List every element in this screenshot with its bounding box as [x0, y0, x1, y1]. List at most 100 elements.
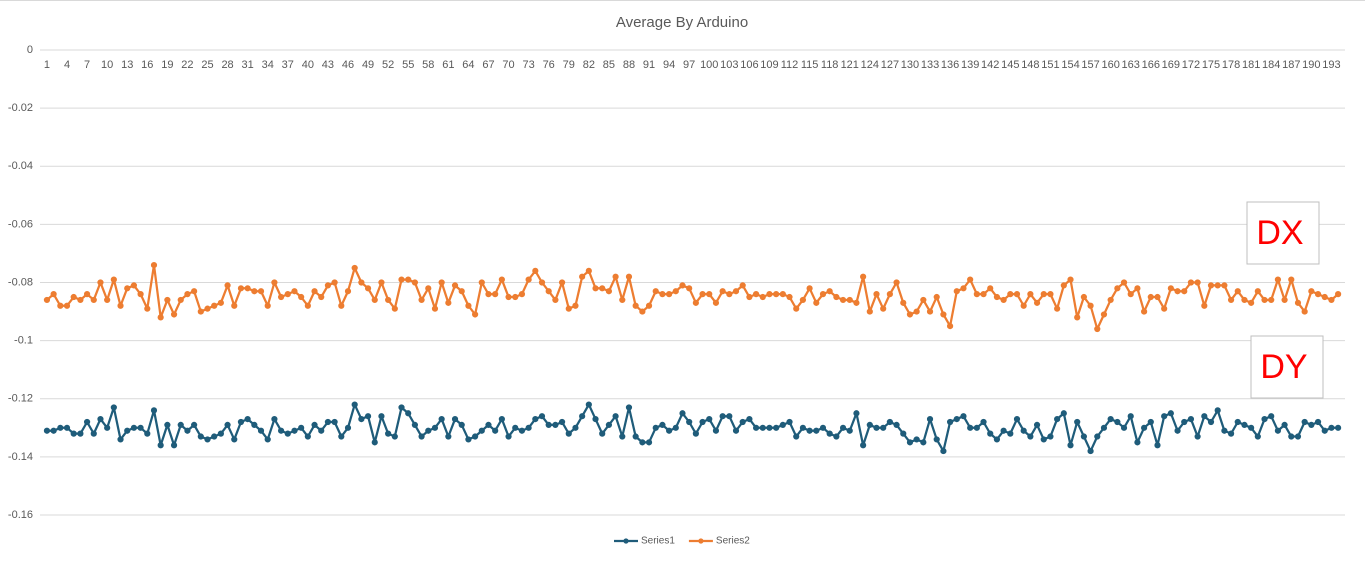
data-point — [679, 410, 686, 417]
x-tick-label: 22 — [181, 59, 193, 71]
data-point — [1181, 288, 1188, 295]
data-point — [251, 421, 258, 429]
x-tick-label: 43 — [322, 59, 334, 71]
data-point — [1127, 291, 1134, 298]
data-point — [853, 299, 860, 306]
y-tick-label: -0.12 — [8, 393, 33, 405]
chart-title: Average By Arduino — [616, 14, 748, 31]
data-point — [1174, 427, 1181, 434]
x-tick-label: 184 — [1262, 59, 1280, 71]
data-point — [291, 427, 298, 434]
data-point — [1254, 288, 1261, 295]
data-point — [1181, 418, 1188, 426]
data-point — [472, 433, 479, 440]
data-point — [1248, 424, 1255, 431]
data-point — [191, 288, 198, 295]
data-point — [712, 299, 720, 306]
y-tick-label: -0.06 — [8, 218, 33, 230]
data-point — [913, 308, 920, 315]
data-point — [1120, 279, 1128, 286]
data-point — [987, 430, 994, 437]
x-tick-label: 13 — [121, 59, 133, 71]
x-tick-label: 25 — [201, 59, 213, 71]
data-point — [177, 296, 184, 304]
data-point — [137, 291, 144, 298]
data-point — [1027, 433, 1034, 440]
data-point — [639, 439, 646, 446]
data-point — [512, 424, 519, 431]
data-point — [1194, 279, 1201, 286]
x-tick-label: 172 — [1182, 59, 1200, 71]
data-point — [732, 427, 740, 434]
data-point — [318, 293, 325, 301]
data-point — [130, 424, 138, 431]
data-point — [364, 413, 372, 420]
data-point — [1314, 291, 1322, 298]
data-point — [1308, 421, 1315, 429]
x-tick-label: 181 — [1242, 59, 1260, 71]
data-point — [164, 421, 171, 429]
x-tick-label: 37 — [282, 59, 294, 71]
data-point — [405, 410, 412, 417]
data-point — [833, 433, 840, 440]
data-point — [1194, 433, 1201, 440]
data-point — [284, 291, 291, 298]
data-point — [257, 427, 265, 434]
data-point — [953, 415, 960, 423]
data-point — [1107, 296, 1114, 304]
data-point — [940, 311, 947, 318]
data-point — [318, 427, 325, 434]
annotation-label: DX — [1256, 214, 1303, 252]
data-point — [592, 415, 599, 423]
annotation-box — [1250, 335, 1324, 399]
data-point — [485, 291, 492, 298]
data-point — [1120, 424, 1128, 431]
data-point — [244, 415, 251, 423]
x-tick-label: 88 — [623, 59, 635, 71]
data-point — [418, 433, 425, 440]
data-point — [793, 305, 800, 312]
data-point — [666, 291, 673, 298]
x-tick-label: 52 — [382, 59, 394, 71]
data-point — [1114, 285, 1121, 292]
data-point — [873, 291, 880, 298]
data-point — [538, 413, 546, 420]
data-point — [619, 296, 626, 304]
data-point — [77, 430, 84, 437]
x-tick-label: 40 — [302, 59, 314, 71]
data-point — [264, 302, 271, 309]
data-point — [572, 302, 579, 309]
x-tick-label: 100 — [700, 59, 718, 71]
data-point — [1187, 279, 1195, 286]
data-point — [498, 415, 505, 423]
data-point — [846, 296, 853, 304]
data-point — [211, 302, 218, 309]
data-point — [612, 273, 619, 280]
data-point — [1033, 421, 1041, 429]
data-point — [1227, 296, 1235, 304]
y-tick-label: -0.14 — [8, 451, 33, 463]
data-point — [83, 291, 91, 298]
x-tick-label: 106 — [740, 59, 758, 71]
data-point — [451, 415, 459, 423]
legend-marker — [623, 538, 629, 544]
data-point — [525, 424, 532, 431]
data-point — [672, 288, 679, 295]
data-point — [913, 436, 920, 443]
data-point — [217, 430, 224, 437]
data-point — [324, 418, 332, 426]
data-point — [505, 293, 512, 301]
data-point — [1321, 427, 1328, 434]
x-tick-label: 151 — [1041, 59, 1059, 71]
x-tick-label: 187 — [1282, 59, 1300, 71]
data-point — [237, 418, 245, 426]
x-tick-label: 64 — [462, 59, 474, 71]
data-point — [298, 293, 305, 301]
data-point — [391, 305, 398, 312]
data-point — [893, 421, 900, 429]
data-point — [331, 279, 338, 286]
data-point — [1067, 276, 1074, 283]
x-tick-label: 121 — [841, 59, 859, 71]
data-point — [960, 285, 967, 292]
data-point — [378, 413, 385, 420]
